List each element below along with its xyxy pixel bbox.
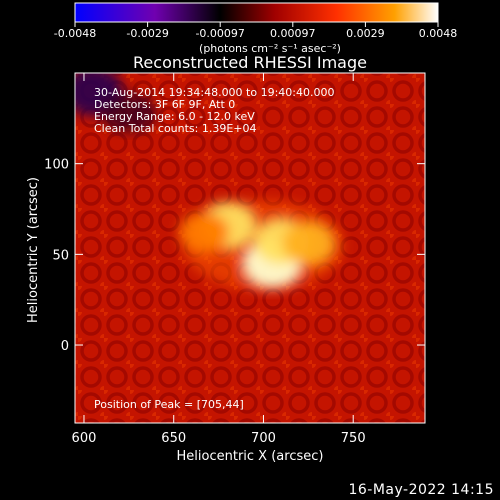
peak-position-label: Position of Peak = [705,44] [94, 398, 244, 411]
chart-title: Reconstructed RHESSI Image [133, 53, 367, 72]
negative-blob [100, 92, 157, 133]
colorbar-gradient [74, 2, 439, 23]
heatmap-area [75, 73, 425, 423]
x-tick-label: 650 [161, 431, 186, 446]
annotation-line: Detectors: 3F 6F 9F, Att 0 [94, 98, 235, 111]
x-tick-label: 600 [72, 431, 97, 446]
x-tick-label: 700 [251, 431, 276, 446]
plot-frame [74, 72, 426, 424]
colorbar: -0.0048 -0.0029 -0.00097 0.00097 0.0029 0.004… [54, 2, 457, 55]
y-axis-label: Heliocentric Y (arcsec) [26, 177, 41, 323]
annotation-line: Clean Total counts: 1.39E+04 [94, 122, 257, 135]
y-axis: 0 50 100 [44, 158, 425, 354]
colorbar-tick-label: 0.00097 [270, 27, 316, 40]
x-axis: 600 650 700 750 [72, 73, 366, 446]
x-tick-label: 750 [341, 431, 366, 446]
info-annotations: 30-Aug-2014 19:34:48.000 to 19:40:40.000… [94, 86, 335, 135]
y-tick-label: 0 [61, 339, 69, 354]
colorbar-tick-label: -0.0029 [126, 27, 168, 40]
negative-region [75, 73, 157, 133]
x-axis-label: Heliocentric X (arcsec) [177, 449, 324, 464]
colorbar-ticks: -0.0048 -0.0029 -0.00097 0.00097 0.0029 0.004… [54, 22, 457, 40]
flare-sources [179, 200, 344, 291]
colorbar-unit-label: (photons cm⁻² s⁻¹ asec⁻²) [199, 42, 341, 55]
colorbar-tick-label: 0.0048 [419, 27, 458, 40]
y-tick-label: 100 [44, 158, 69, 173]
annotation-line: Energy Range: 6.0 - 12.0 keV [94, 110, 255, 123]
colorbar-tick-label: -0.0048 [54, 27, 96, 40]
colorbar-tick-label: 0.0029 [346, 27, 385, 40]
y-tick-label: 50 [52, 248, 69, 263]
flare-source [282, 221, 335, 266]
flare-source [179, 211, 230, 254]
annotation-line: 30-Aug-2014 19:34:48.000 to 19:40:40.000 [94, 86, 335, 99]
colorbar-tick-label: -0.00097 [195, 27, 244, 40]
footer-date: 16-May-2022 14:15 [348, 482, 494, 498]
